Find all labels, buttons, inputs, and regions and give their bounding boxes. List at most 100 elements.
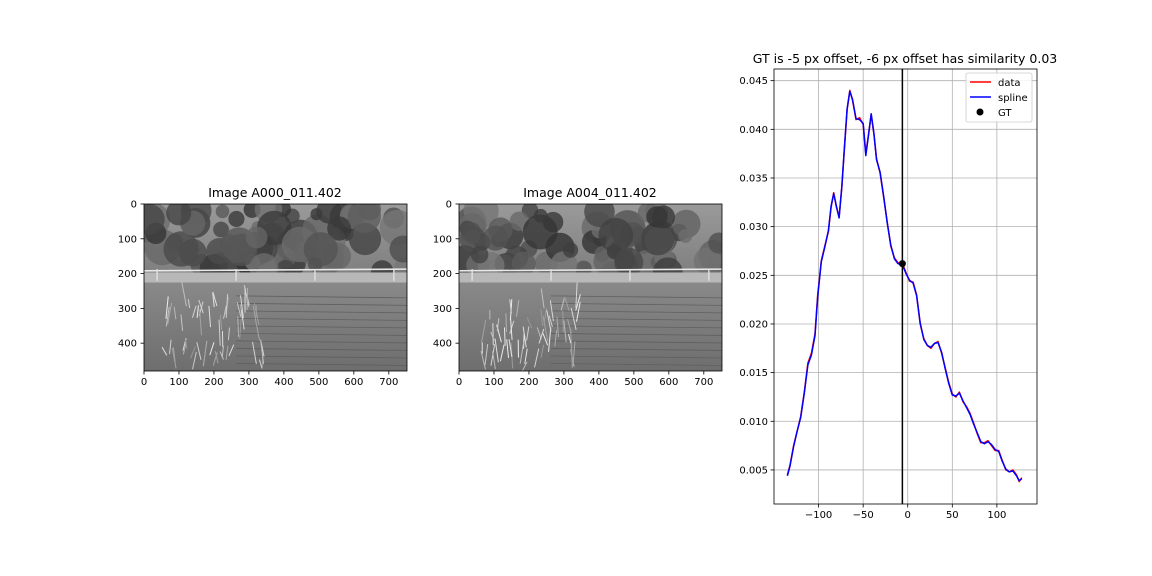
legend: data spline GT	[965, 72, 1033, 123]
image-grass-blade	[526, 317, 533, 329]
image-grass-blade	[570, 307, 577, 330]
x-tick-label: 100	[484, 377, 503, 388]
tree-foliage	[144, 204, 165, 235]
y-tick-label: 0.015	[739, 368, 768, 379]
image-a004-photo	[459, 204, 722, 371]
image-grass-blade	[509, 316, 513, 340]
image-field-row	[236, 348, 407, 351]
image-grass-blade	[480, 319, 487, 344]
image-grass-blade	[171, 347, 177, 369]
y-tick-label: 0.030	[739, 222, 768, 233]
x-tick-label: 300	[554, 377, 573, 388]
tree-foliage	[678, 229, 693, 243]
image-grass-blade	[252, 305, 257, 325]
image-grass-blade	[567, 319, 572, 334]
tree-foliage	[598, 217, 634, 253]
image-grass-blade	[508, 339, 513, 357]
tree-foliage	[215, 204, 230, 219]
image-grass-blade	[236, 301, 242, 317]
series-line-spline	[786, 90, 1023, 482]
x-tick-label: 100	[987, 510, 1006, 521]
image-grass-blade	[540, 344, 545, 358]
image-field-row	[236, 302, 407, 306]
y-tick-label: 200	[118, 269, 137, 280]
image-panel-a004: Image A004_011.402 0 100 200 300 400 500 600 70…	[433, 185, 723, 388]
image-a000-photo	[144, 204, 407, 371]
tree-foliage	[470, 245, 489, 264]
image-grass-blade	[187, 299, 191, 309]
image-grass-blade	[575, 294, 581, 311]
x-tick-label: 500	[624, 377, 643, 388]
x-tick-label: 0	[905, 510, 911, 521]
image-grass-blade	[198, 299, 204, 314]
image-field-band	[459, 272, 722, 283]
x-tick-label: 400	[589, 377, 608, 388]
x-tick-label: 0	[141, 377, 147, 388]
tree-foliage	[614, 247, 644, 277]
tree-foliage	[533, 208, 548, 223]
tree-foliage	[641, 221, 675, 256]
x-tick-label: 300	[239, 377, 258, 388]
x-tick-label: 200	[519, 377, 538, 388]
y-tick-label: 400	[118, 339, 137, 350]
image-grass-blade	[503, 327, 506, 346]
image-grass-blade	[219, 351, 224, 360]
image-grass-blade	[208, 305, 212, 328]
image-grass-blade	[196, 342, 202, 360]
image-grass-blade	[480, 350, 486, 370]
tree-foliage	[347, 204, 381, 233]
image-grass-blade	[562, 310, 564, 333]
image-a004-title: Image A004_011.402	[523, 185, 656, 200]
y-tick-label: 100	[118, 234, 137, 245]
x-tick-label: 600	[659, 377, 678, 388]
image-grass-blade	[214, 351, 219, 364]
image-grass-blade	[237, 316, 240, 338]
tree-foliage	[228, 210, 245, 228]
image-grass-blade	[225, 345, 229, 360]
image-grass-blade	[209, 342, 215, 356]
image-grass-blade	[564, 296, 570, 311]
image-ground	[144, 279, 407, 371]
image-grass-blade	[173, 306, 177, 320]
image-grass-blade	[180, 314, 184, 331]
similarity-series	[786, 69, 1023, 504]
image-grass-blade	[198, 309, 203, 336]
image-field-row	[236, 355, 407, 359]
series-line-data	[786, 89, 1023, 483]
image-field-row	[551, 333, 722, 336]
image-grass-blade	[548, 315, 553, 328]
image-grass-blade	[212, 291, 218, 307]
image-grass-blade	[522, 326, 527, 348]
y-tick-label: 0.045	[739, 76, 768, 87]
y-tick-label: 300	[433, 304, 452, 315]
image-grass-blade	[542, 315, 549, 342]
image-field-row	[236, 363, 407, 366]
image-grass-blade	[560, 298, 565, 311]
image-field-row	[236, 325, 407, 329]
similarity-plot: GT is -5 px offset, -6 px offset has sim…	[739, 51, 1057, 521]
tree-foliage	[245, 226, 268, 249]
image-grass-blade	[509, 320, 515, 335]
image-grass-blade	[168, 339, 172, 355]
tree-foliage	[327, 216, 352, 241]
image-grass-blade	[258, 359, 263, 369]
image-field-row	[551, 325, 722, 329]
x-tick-label: 100	[169, 377, 188, 388]
image-a004-axes: 0 100 200 300 400 500 600 700 0 100 200 300 400	[433, 200, 723, 388]
image-grass-blade	[519, 342, 525, 364]
image-grass-blade	[191, 305, 197, 318]
image-a000-title: Image A000_011.402	[208, 185, 341, 200]
tree-foliage	[178, 238, 207, 267]
y-tick-label: 0.035	[739, 173, 768, 184]
image-grass-blade	[239, 318, 242, 340]
image-field-row	[236, 317, 407, 321]
image-grass-blade	[255, 324, 261, 341]
image-frame	[143, 203, 408, 372]
image-grass-blade	[181, 280, 187, 307]
image-grass-blade	[240, 309, 245, 330]
y-tick-label: 0	[131, 200, 137, 211]
image-grass-blade	[522, 361, 528, 371]
image-grass-blade	[523, 334, 525, 349]
image-grass-blade	[571, 342, 573, 368]
image-field-row	[551, 348, 722, 351]
